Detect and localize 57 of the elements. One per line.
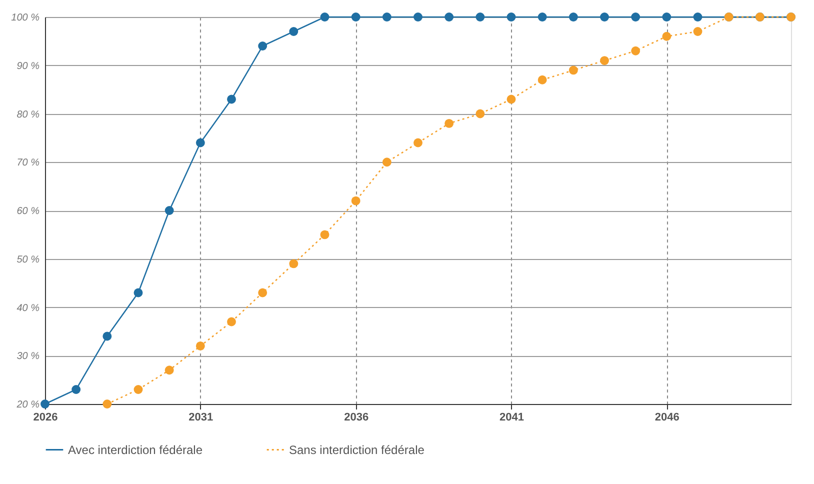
point xyxy=(382,158,392,167)
point xyxy=(72,385,81,394)
y-tick-label: 50 % xyxy=(16,254,40,266)
point xyxy=(476,12,485,22)
x-tick-label: 2046 xyxy=(654,412,680,424)
point xyxy=(258,42,268,50)
point xyxy=(414,138,422,148)
point xyxy=(600,56,609,65)
point xyxy=(351,196,360,206)
point xyxy=(568,66,578,75)
point xyxy=(414,12,422,22)
point xyxy=(227,94,236,104)
point xyxy=(662,32,672,41)
point xyxy=(693,27,702,36)
point xyxy=(631,46,640,56)
y-tick-label: 90 % xyxy=(16,60,40,72)
y-tick-label: 70 % xyxy=(16,158,40,169)
point xyxy=(351,12,360,22)
point xyxy=(134,385,143,394)
point xyxy=(662,12,672,22)
x-tick-label: 2031 xyxy=(188,412,214,424)
y-tick-label: 100 % xyxy=(11,12,40,24)
point xyxy=(568,12,578,22)
point xyxy=(538,12,547,22)
point xyxy=(631,12,640,22)
point xyxy=(444,118,454,128)
point xyxy=(196,341,205,350)
point xyxy=(382,12,392,22)
point xyxy=(600,12,609,22)
y-tick-label: 80 % xyxy=(16,109,40,120)
point xyxy=(164,366,174,375)
point xyxy=(320,12,330,22)
point xyxy=(102,332,112,341)
legend-label: Sans interdiction fédérale xyxy=(289,442,425,457)
x-tick-label: 2026 xyxy=(33,412,58,424)
y-tick-label: 60 % xyxy=(16,206,40,217)
point xyxy=(164,206,174,215)
point xyxy=(289,259,298,268)
point xyxy=(693,12,702,22)
point xyxy=(476,109,485,118)
y-tick-label: 20 % xyxy=(16,400,40,410)
point xyxy=(258,288,268,298)
point xyxy=(320,230,330,240)
point xyxy=(102,400,112,408)
legend-label: Avec interdiction fédérale xyxy=(68,442,203,457)
x-tick-label: 2041 xyxy=(500,412,524,424)
y-tick-label: 40 % xyxy=(16,302,40,314)
point xyxy=(538,75,547,84)
point xyxy=(196,138,205,148)
point xyxy=(506,94,516,104)
y-tick-label: 30 % xyxy=(16,351,40,362)
x-tick-label: 2036 xyxy=(344,412,369,424)
point xyxy=(289,27,298,36)
point xyxy=(444,12,454,22)
point xyxy=(134,288,143,298)
point xyxy=(227,317,236,326)
point xyxy=(506,12,516,22)
